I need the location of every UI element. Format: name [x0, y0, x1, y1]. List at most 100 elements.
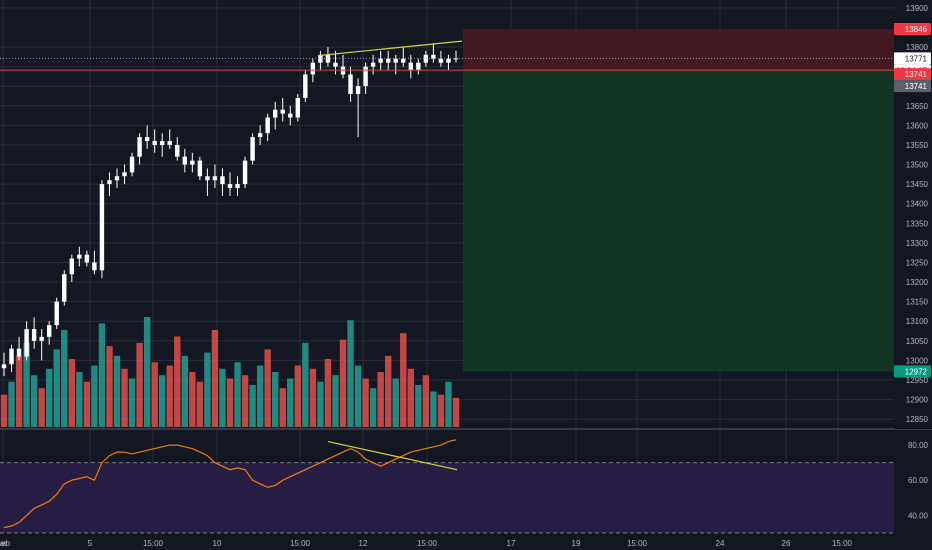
price-tick-label: 13200 [906, 278, 929, 287]
entry-gray-label: 13741 [905, 82, 928, 91]
volume-bar [324, 359, 332, 427]
price-tick-label: 13350 [906, 219, 929, 228]
candle-body [333, 62, 338, 67]
rsi-trendline [327, 440, 458, 471]
candle-body [295, 97, 300, 118]
rsi-tick-label: 80.00 [908, 441, 929, 450]
rsi-band [0, 462, 894, 533]
candle-body [386, 58, 391, 63]
volume-bar [30, 375, 38, 427]
volume-bar [174, 336, 181, 427]
take-profit-zone[interactable] [463, 70, 894, 372]
candle-body [129, 156, 135, 173]
rsi-axis: 80.00 60.00 40.00 [894, 431, 932, 533]
entry-price-label-bg [894, 68, 931, 81]
time-tick-label: 15:00 [143, 539, 164, 548]
volume-bar [422, 375, 430, 427]
volume-bar [166, 365, 173, 427]
candle-body [446, 58, 451, 63]
volume-bars [0, 317, 460, 427]
candle-body [355, 86, 361, 95]
volume-bar [46, 368, 53, 427]
candle-body [250, 137, 255, 161]
volume-bar [362, 378, 369, 427]
price-tick-label: 13150 [906, 298, 929, 307]
volume-bar [136, 342, 143, 427]
candle-body [114, 176, 120, 181]
price-tick-label: 13900 [906, 4, 929, 13]
volume-bar [128, 378, 136, 427]
volume-bar [287, 378, 294, 427]
rsi-pane [0, 439, 894, 534]
risk-reward-zones[interactable] [463, 28, 894, 372]
time-tick-label: eb [1, 539, 10, 548]
candle-body [167, 141, 172, 145]
volume-bar [196, 381, 204, 427]
candle-body [401, 58, 406, 63]
rsi-axis-bg [894, 431, 932, 533]
volume-bar [61, 329, 68, 427]
time-tick-label: 15:00 [627, 539, 648, 548]
price-tick-label: 13050 [906, 337, 929, 346]
candle-body [310, 62, 316, 75]
candle-body [235, 184, 240, 189]
target-price-label: 12972 [905, 367, 928, 376]
volume-bar [279, 388, 286, 427]
candle-body [160, 141, 165, 145]
volume-bar [53, 349, 60, 427]
volume-bar [332, 375, 339, 427]
time-tick-label: 24 [716, 539, 725, 548]
volume-bar [83, 381, 91, 427]
candle-body [288, 113, 293, 118]
volume-bar [38, 388, 45, 427]
volume-bar [8, 381, 15, 427]
time-tick-label: 15:00 [290, 539, 311, 548]
rsi-line [3, 439, 457, 529]
volume-bar [226, 378, 234, 427]
candle-body [423, 54, 429, 63]
candle-body [31, 329, 37, 341]
price-lines [0, 40, 894, 71]
rsi-tick-label: 60.00 [908, 476, 929, 485]
volume-bar [317, 381, 324, 427]
candle-body [47, 325, 52, 337]
time-tick-label: 12 [359, 539, 368, 548]
time-tick-label: 10 [213, 539, 222, 548]
candle-body [303, 74, 308, 98]
volume-bar [264, 349, 271, 427]
volume-bar [189, 372, 196, 427]
candle-body [273, 109, 278, 118]
volume-bar [98, 323, 106, 427]
volume-bar [241, 375, 249, 427]
volume-bar [392, 378, 399, 427]
volume-bar [256, 365, 264, 427]
price-tick-label: 13550 [906, 141, 929, 150]
stop-price-label-bg [894, 22, 931, 35]
volume-bar [415, 384, 422, 427]
price-tick-label: 12850 [906, 415, 929, 424]
candle-body [220, 176, 225, 185]
candle-body [318, 54, 323, 63]
price-tick-label: 13450 [906, 180, 929, 189]
price-tick-label: 13400 [906, 200, 929, 209]
time-tick-label: 26 [782, 539, 791, 548]
current-price-label: 13771 [905, 54, 928, 63]
candle-body [175, 144, 180, 157]
price-tick-label: 12900 [906, 396, 929, 405]
candle-body [197, 160, 203, 177]
volume-bar [445, 381, 452, 427]
time-axis[interactable]: eb 5 15:00 10 15:00 12 15:00 17 19 15:00 24 26 15:00… [0, 534, 932, 550]
stop-price-label: 13846 [905, 25, 928, 34]
candle-body [363, 66, 368, 87]
stop-loss-zone[interactable] [463, 28, 894, 71]
candle-body [107, 180, 112, 185]
volume-bar [211, 329, 219, 427]
candle-body [182, 156, 187, 165]
price-tick-label: 13500 [906, 161, 929, 170]
candle-body [431, 54, 436, 59]
price-tick-label: 13300 [906, 239, 929, 248]
candle-body [227, 184, 233, 189]
volume-bar [91, 365, 98, 427]
candle-body [122, 172, 127, 177]
